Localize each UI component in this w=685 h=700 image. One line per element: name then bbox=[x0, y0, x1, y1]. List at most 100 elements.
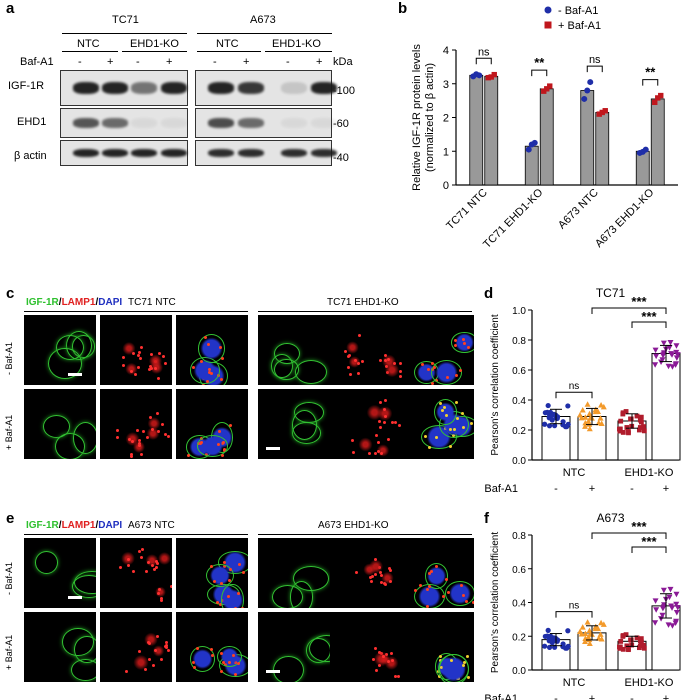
y-tick-label: 0.2 bbox=[512, 426, 526, 437]
lysosome-dot bbox=[156, 376, 160, 380]
lysosome-dot bbox=[398, 423, 402, 427]
baf-sign: + bbox=[243, 56, 250, 68]
category-label: TC71 NTC bbox=[444, 187, 490, 233]
data-point bbox=[544, 86, 550, 92]
lysosome-dot bbox=[463, 661, 467, 665]
lysosome-dot bbox=[228, 423, 232, 427]
data-point bbox=[542, 421, 548, 427]
data-point bbox=[641, 424, 646, 429]
lysosome-dot bbox=[426, 588, 430, 591]
cell-stain bbox=[274, 359, 299, 380]
lysosome-dot bbox=[164, 640, 168, 644]
group-label: EHD1-KO bbox=[625, 677, 674, 689]
lysosome-dot bbox=[430, 570, 434, 574]
significance-label: ns bbox=[478, 46, 490, 58]
lysosome-dot bbox=[450, 659, 454, 663]
lysosome-dot bbox=[137, 351, 141, 355]
micrograph-tile bbox=[24, 538, 96, 608]
data-point bbox=[655, 95, 661, 101]
data-point bbox=[653, 607, 660, 613]
lysosome-dot bbox=[446, 590, 450, 594]
lysosome-dot bbox=[227, 595, 231, 599]
group-label: NTC bbox=[216, 38, 239, 50]
baf-sign: - bbox=[630, 693, 634, 700]
lysosome-dot bbox=[151, 663, 155, 667]
condition-title-left: A673 NTC bbox=[128, 520, 175, 531]
lysosome-dot bbox=[148, 642, 152, 646]
baf-a1-label: Baf-A1 bbox=[484, 693, 518, 700]
significance-label: ns bbox=[569, 381, 580, 392]
data-point bbox=[625, 429, 631, 434]
lysosome-dot bbox=[132, 352, 135, 356]
baf-sign: - bbox=[554, 483, 558, 495]
y-tick-label: 4 bbox=[443, 45, 449, 57]
lysosome-dot bbox=[210, 647, 214, 651]
significance-bracket bbox=[475, 57, 492, 65]
microscopy-panel-c: IGF-1R/LAMP1/DAPI TC71 NTC TC71 EHD1-KO … bbox=[0, 285, 480, 475]
y-axis-label: Pearson's correlation coefficient bbox=[490, 314, 501, 455]
group-label: NTC bbox=[563, 467, 586, 479]
data-point bbox=[488, 74, 494, 80]
lysosome-dot bbox=[384, 359, 388, 363]
lysosome-dot bbox=[236, 591, 240, 595]
lysosome-dot bbox=[377, 419, 381, 423]
micrograph-tile bbox=[330, 389, 402, 459]
baf-a1-label: Baf-A1 bbox=[20, 56, 54, 68]
blot-band bbox=[131, 118, 157, 128]
blot-band bbox=[208, 118, 234, 128]
lysosome-dot bbox=[157, 352, 161, 356]
blot-band bbox=[208, 82, 234, 94]
cell-stain bbox=[71, 574, 96, 598]
group-label: EHD1-KO bbox=[625, 467, 674, 479]
significance-bracket bbox=[555, 611, 593, 618]
lysosome-dot bbox=[208, 370, 212, 374]
blot-band bbox=[131, 148, 157, 158]
data-point bbox=[594, 408, 601, 414]
data-point bbox=[652, 362, 659, 368]
chart-d: TC71 0.0 0.2 0.4 0.6 0.8 1.0 Pearson's correlat… bbox=[484, 286, 681, 495]
lysosome-dot bbox=[461, 411, 465, 415]
micrograph-tile bbox=[24, 389, 96, 459]
lysosome-dot bbox=[379, 451, 383, 455]
data-point bbox=[628, 416, 634, 422]
blot-band bbox=[208, 148, 234, 158]
data-point bbox=[637, 638, 643, 644]
bar bbox=[469, 74, 484, 186]
baf-sign: - bbox=[286, 56, 290, 68]
blot-band bbox=[73, 148, 99, 158]
lysosome-dot bbox=[161, 423, 165, 427]
lysosome-dot bbox=[386, 358, 390, 362]
lysosome-dot bbox=[431, 362, 435, 366]
blot-band bbox=[311, 118, 337, 128]
lysosome-dot bbox=[438, 402, 442, 406]
data-point bbox=[620, 430, 626, 435]
lysosome-dot bbox=[219, 651, 223, 655]
lysosome-dot bbox=[130, 455, 134, 459]
lysosome-dot bbox=[472, 601, 474, 605]
significance-bracket bbox=[591, 532, 667, 539]
blot-band bbox=[131, 82, 157, 94]
data-point bbox=[582, 414, 589, 420]
significance-label: *** bbox=[631, 519, 647, 534]
data-point bbox=[545, 627, 551, 633]
data-point bbox=[641, 642, 646, 648]
lysosome-dot bbox=[462, 426, 466, 430]
lysosome-dot bbox=[462, 663, 466, 667]
lysosome-dot bbox=[441, 409, 445, 413]
lysosome-dot bbox=[384, 583, 388, 587]
group-label: EHD1-KO bbox=[272, 38, 321, 50]
data-point bbox=[586, 425, 593, 432]
micrograph-tile bbox=[100, 538, 172, 608]
lysosome-dot bbox=[221, 453, 225, 457]
y-tick-label: 2 bbox=[443, 113, 449, 125]
data-point bbox=[565, 403, 571, 409]
data-point bbox=[597, 415, 604, 421]
lysosome-dot bbox=[434, 564, 438, 568]
cell-stain bbox=[293, 566, 330, 591]
row-label-ehd1: EHD1 bbox=[17, 116, 47, 128]
lysosome-dot bbox=[165, 644, 169, 648]
cell-stain bbox=[292, 410, 317, 441]
lysosome-dot bbox=[392, 362, 396, 366]
data-point bbox=[617, 426, 622, 432]
micrograph-tile bbox=[258, 315, 330, 385]
